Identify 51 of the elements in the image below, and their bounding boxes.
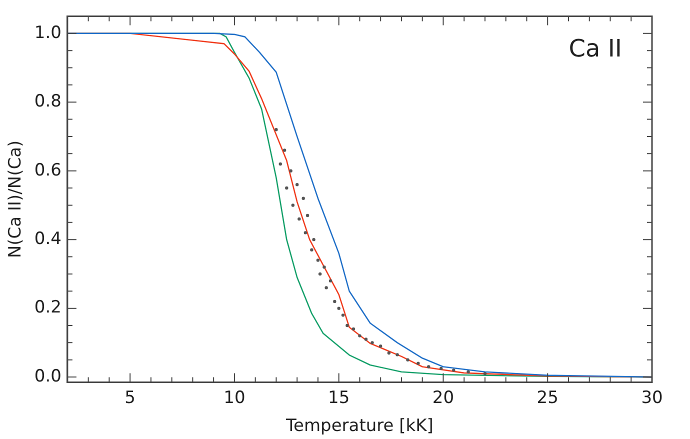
point — [318, 272, 322, 276]
point — [274, 128, 278, 132]
point — [324, 286, 328, 290]
point — [358, 334, 362, 338]
point — [406, 358, 410, 362]
point — [285, 186, 288, 190]
y-tick-label: 1.0 — [34, 22, 62, 43]
point — [328, 279, 332, 282]
point — [452, 368, 456, 372]
point — [427, 365, 430, 368]
x-tick-label: 25 — [536, 388, 558, 408]
point — [370, 341, 374, 344]
point — [312, 238, 316, 242]
y-tick-label: 0.4 — [34, 229, 62, 249]
point — [466, 370, 470, 374]
x-tick-label: 10 — [224, 388, 246, 408]
x-axis-title: Temperature [kK] — [285, 416, 434, 436]
point — [396, 353, 399, 356]
x-tick-label: 30 — [641, 388, 663, 408]
point — [333, 300, 336, 304]
point — [341, 314, 345, 317]
x-tick-label: 20 — [432, 388, 454, 408]
point — [378, 344, 382, 348]
y-tick-label: 0.8 — [34, 92, 62, 112]
point — [483, 372, 487, 376]
point — [322, 265, 326, 269]
point — [298, 217, 301, 221]
point — [416, 362, 420, 365]
point — [337, 306, 340, 310]
point — [302, 196, 305, 200]
point — [304, 231, 308, 234]
x-tick-label: 5 — [124, 388, 136, 408]
point — [306, 214, 310, 218]
point — [316, 258, 320, 262]
y-tick-label: 0.2 — [34, 298, 62, 318]
point — [310, 248, 314, 252]
point — [289, 169, 292, 172]
point — [364, 338, 368, 341]
point — [346, 324, 349, 328]
y-tick-label: 0.0 — [34, 366, 62, 386]
annotation: Ca II — [568, 34, 622, 62]
point — [387, 351, 391, 355]
y-tick-label: 0.6 — [34, 160, 62, 180]
point — [440, 366, 443, 370]
point — [291, 204, 295, 207]
x-tick-label: 15 — [328, 388, 350, 408]
point — [295, 182, 299, 186]
point — [282, 148, 286, 152]
point — [278, 162, 282, 166]
point — [352, 327, 356, 331]
y-axis-title: N(Ca II)/N(Ca) — [6, 140, 26, 258]
